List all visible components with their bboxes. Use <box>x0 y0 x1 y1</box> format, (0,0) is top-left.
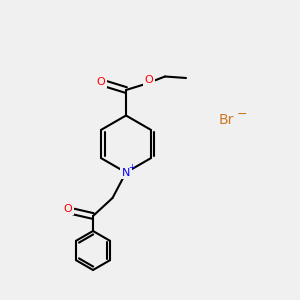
Text: O: O <box>97 76 106 87</box>
Text: O: O <box>145 75 154 85</box>
Text: N: N <box>122 167 130 178</box>
Text: −: − <box>237 107 247 121</box>
Text: +: + <box>128 163 135 172</box>
Text: O: O <box>64 203 73 214</box>
Text: Br: Br <box>219 113 234 127</box>
